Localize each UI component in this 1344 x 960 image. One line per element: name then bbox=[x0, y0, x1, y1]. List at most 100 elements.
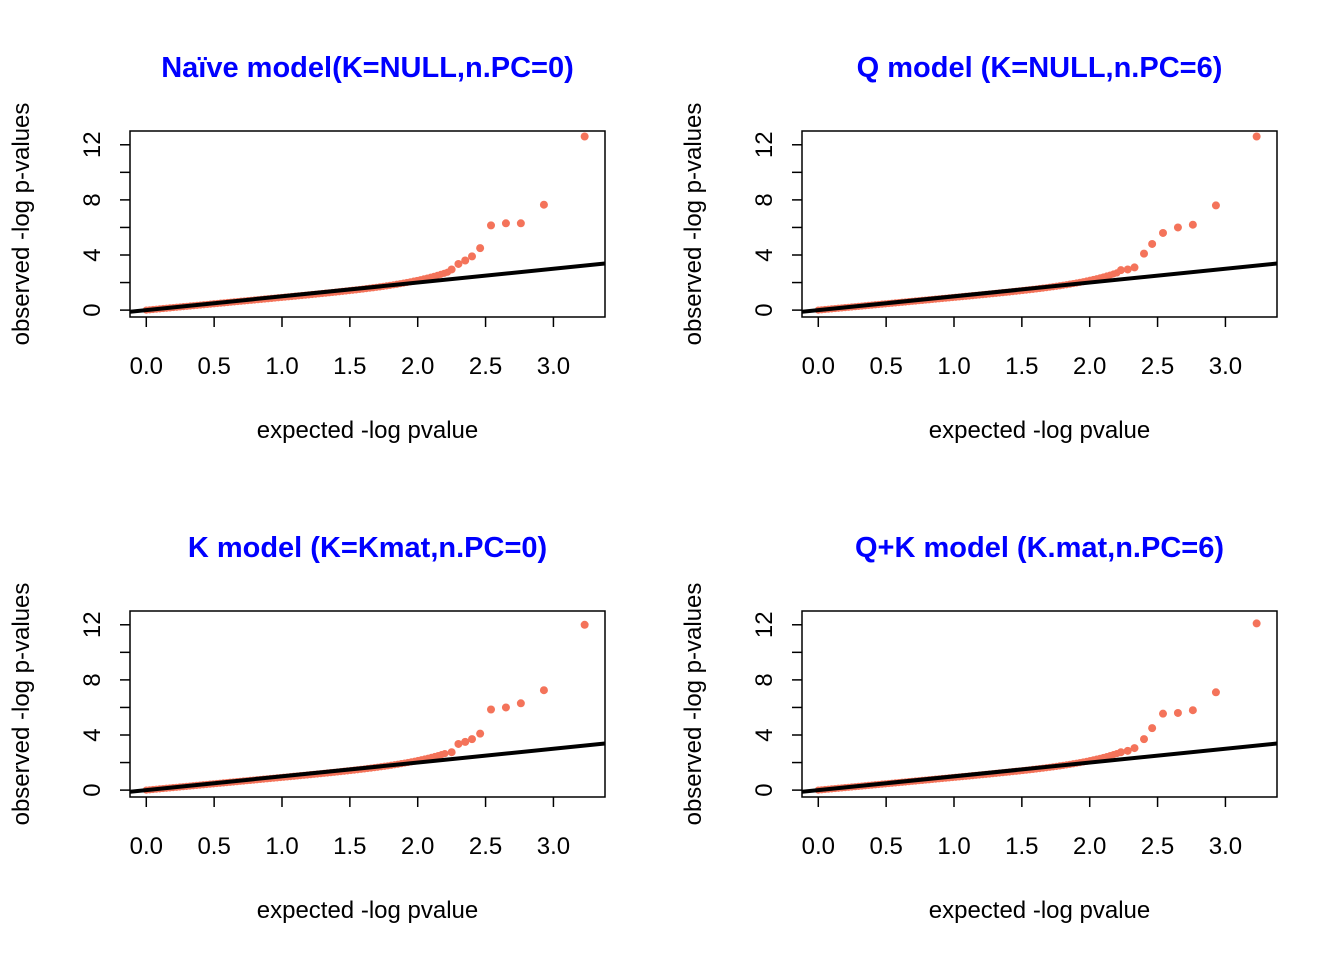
qq-point bbox=[447, 265, 456, 274]
y-tick-label: 8 bbox=[79, 673, 106, 686]
qq-point bbox=[1148, 724, 1157, 733]
reference-line bbox=[130, 261, 605, 314]
y-tick-label: 0 bbox=[79, 783, 106, 796]
y-tick-label: 8 bbox=[751, 673, 778, 686]
x-tick-label: 0.5 bbox=[869, 353, 902, 380]
x-tick-label: 3.0 bbox=[1209, 833, 1242, 860]
x-tick-label: 1.5 bbox=[333, 833, 366, 860]
chart-title: Q+K model (K.mat,n.PC=6) bbox=[855, 532, 1224, 564]
x-tick-label: 1.5 bbox=[1005, 833, 1038, 860]
qq-point bbox=[468, 252, 476, 261]
reference-line bbox=[130, 741, 605, 794]
qq-point bbox=[461, 737, 470, 746]
qq-point bbox=[580, 132, 589, 141]
qq-point bbox=[441, 750, 449, 758]
qq-point bbox=[1159, 228, 1167, 237]
x-tick-label: 2.0 bbox=[1073, 833, 1106, 860]
qq-point bbox=[1123, 746, 1132, 755]
plot-frame bbox=[129, 130, 606, 318]
y-tick-label: 4 bbox=[79, 728, 106, 741]
qq-point bbox=[539, 686, 548, 695]
qq-point bbox=[476, 244, 485, 253]
qq-point bbox=[1116, 748, 1125, 757]
y-axis-label: observed -log p-values bbox=[680, 103, 707, 346]
qq-point bbox=[1159, 709, 1167, 718]
plot-frame bbox=[801, 130, 1278, 318]
qq-point bbox=[454, 739, 463, 748]
y-tick-label: 12 bbox=[79, 611, 106, 638]
chart-title: Q model (K=NULL,n.PC=6) bbox=[857, 52, 1223, 84]
qq-point bbox=[1123, 265, 1132, 274]
qq-point bbox=[1173, 708, 1182, 717]
x-axis-label: expected -log pvalue bbox=[929, 417, 1150, 444]
y-tick-label: 12 bbox=[751, 131, 778, 158]
qq-point bbox=[1148, 239, 1157, 248]
qq-point bbox=[476, 729, 485, 738]
qq-point bbox=[1130, 263, 1139, 272]
qq-point bbox=[580, 620, 589, 629]
x-tick-label: 1.5 bbox=[1005, 353, 1038, 380]
qq-point bbox=[454, 259, 463, 268]
qq-point bbox=[539, 200, 548, 209]
x-axis-label: expected -log pvalue bbox=[257, 897, 478, 924]
x-tick-label: 2.5 bbox=[1141, 833, 1174, 860]
x-tick-label: 2.0 bbox=[1073, 353, 1106, 380]
y-tick-label: 0 bbox=[79, 303, 106, 316]
y-tick-label: 4 bbox=[751, 248, 778, 261]
chart-title: K model (K=Kmat,n.PC=0) bbox=[188, 532, 547, 564]
y-tick-label: 4 bbox=[751, 728, 778, 741]
x-tick-label: 0.0 bbox=[130, 353, 163, 380]
qq-point bbox=[516, 699, 525, 708]
x-tick-label: 0.5 bbox=[197, 353, 230, 380]
qq-point bbox=[1188, 220, 1197, 229]
x-axis-label: expected -log pvalue bbox=[929, 897, 1150, 924]
x-tick-label: 0.0 bbox=[802, 833, 835, 860]
qq-point bbox=[1140, 249, 1148, 258]
x-tick-label: 3.0 bbox=[537, 353, 570, 380]
x-tick-label: 1.0 bbox=[937, 833, 970, 860]
qq-point bbox=[1188, 706, 1197, 715]
y-tick-label: 4 bbox=[79, 248, 106, 261]
x-tick-label: 1.0 bbox=[937, 353, 970, 380]
qq-point bbox=[516, 219, 525, 228]
y-tick-label: 0 bbox=[751, 783, 778, 796]
x-tick-label: 2.5 bbox=[1141, 353, 1174, 380]
y-tick-label: 12 bbox=[751, 611, 778, 638]
chart-title: Naïve model(K=NULL,n.PC=0) bbox=[161, 52, 574, 84]
x-tick-label: 0.5 bbox=[869, 833, 902, 860]
qq-point bbox=[1252, 132, 1261, 141]
qq-point bbox=[461, 256, 470, 265]
x-tick-label: 1.0 bbox=[265, 353, 298, 380]
qq-point bbox=[1211, 688, 1220, 697]
y-tick-label: 0 bbox=[751, 303, 778, 316]
qq-point bbox=[487, 221, 495, 230]
qq-point bbox=[1211, 201, 1220, 210]
y-axis-label: observed -log p-values bbox=[8, 103, 35, 346]
x-tick-label: 2.0 bbox=[401, 833, 434, 860]
x-tick-label: 2.0 bbox=[401, 353, 434, 380]
qq-point bbox=[487, 705, 495, 714]
qq-point bbox=[501, 219, 510, 228]
qq-panel-3: K model (K=Kmat,n.PC=0) 0.0 0.5 1.0 1.5 2.0 2.… bbox=[8, 532, 606, 924]
x-tick-label: 1.0 bbox=[265, 833, 298, 860]
qq-point bbox=[1140, 735, 1148, 744]
x-tick-label: 2.5 bbox=[469, 353, 502, 380]
qq-point bbox=[1173, 223, 1182, 232]
plot-frame bbox=[129, 610, 606, 798]
x-tick-label: 1.5 bbox=[333, 353, 366, 380]
x-tick-label: 2.5 bbox=[469, 833, 502, 860]
x-tick-label: 3.0 bbox=[1209, 353, 1242, 380]
y-tick-label: 8 bbox=[751, 193, 778, 206]
qq-point bbox=[1252, 619, 1261, 628]
reference-line bbox=[802, 261, 1277, 314]
qq-point bbox=[468, 735, 476, 744]
x-tick-label: 0.0 bbox=[130, 833, 163, 860]
qq-point bbox=[501, 703, 510, 712]
y-tick-label: 8 bbox=[79, 193, 106, 206]
qq-point bbox=[1116, 266, 1125, 275]
y-tick-label: 12 bbox=[79, 131, 106, 158]
y-axis-label: observed -log p-values bbox=[8, 583, 35, 826]
reference-line bbox=[802, 741, 1277, 794]
x-axis-label: expected -log pvalue bbox=[257, 417, 478, 444]
